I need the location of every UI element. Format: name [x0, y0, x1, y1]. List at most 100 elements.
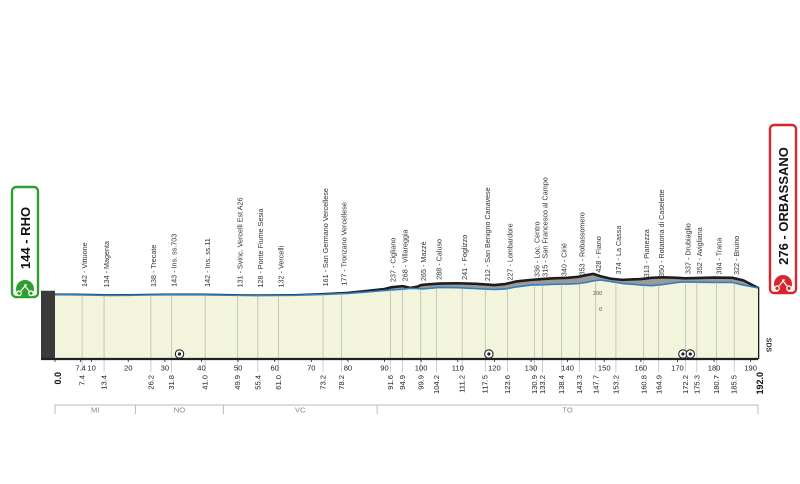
distance-label-group: 138.4 — [557, 375, 566, 394]
distance-label-group: 172.2 — [681, 375, 690, 394]
waypoint-label: 128 - Ponte Fiume Sesia — [256, 208, 265, 287]
start-elevation: 144 — [18, 247, 33, 269]
distance-label-group: 78.2 — [337, 375, 346, 390]
km-tick-label: 180 — [708, 364, 721, 373]
brand-logo: SDS — [765, 338, 772, 353]
finish-name: ORBASSANO — [776, 147, 791, 232]
intermediate-sprints — [174, 349, 696, 359]
elevation-mark-label: 200 — [593, 291, 602, 297]
terrain-fill — [55, 279, 758, 358]
waypoint-label: 142 - Ins. ss.11 — [203, 238, 212, 287]
province-label: VC — [295, 406, 306, 415]
finish-badge-label: 276 - ORBASSANO — [776, 147, 791, 265]
waypoint-label: 336 - Loc. Centro — [532, 221, 541, 277]
distance-label: 41.0 — [201, 375, 210, 390]
distance-label: 130.9 — [530, 375, 539, 394]
distance-label: 143.3 — [575, 375, 584, 394]
distance-label: 133.2 — [538, 375, 547, 394]
start-badge-label: 144 - RHO — [18, 207, 33, 269]
km-tick-label: 50 — [234, 364, 242, 373]
sprint-icon-dot — [688, 352, 692, 356]
distance-label: 138.4 — [557, 375, 566, 394]
distance-label-group: 147.7 — [591, 375, 600, 394]
waypoint-label: 241 - Foglizzo — [460, 235, 469, 280]
distance-label: 117.5 — [481, 375, 490, 393]
waypoint-label-group: 143 - Ins. ss.703 — [169, 234, 178, 287]
waypoint-label-group: 177 - Tronzano Vercellese — [339, 202, 348, 286]
waypoint-label-group: 336 - Loc. Centro — [532, 221, 541, 277]
province-bar: MI NO VC TO — [54, 404, 759, 415]
distance-label: 153.2 — [611, 375, 620, 394]
distance-label: 147.7 — [591, 375, 600, 394]
waypoint-label: 131 - Svinc. Vercelli Est A26 — [236, 197, 245, 287]
route-line — [54, 279, 759, 297]
finish-badge: 276 - ORBASSANO — [768, 123, 798, 295]
start-bike-glyph — [16, 284, 34, 297]
km-tick-label: 100 — [415, 364, 428, 373]
distance-label-group: 73.2 — [319, 375, 328, 390]
waypoint-label: 138 - Trecate — [149, 245, 158, 287]
distance-label: 13.4 — [100, 375, 109, 390]
waypoint-label-group: 288 - Caluso — [435, 239, 444, 280]
waypoint-label: 315 - San Francesco al Campo — [541, 177, 550, 276]
province-label: NO — [174, 406, 185, 415]
distance-label-group: 49.9 — [233, 375, 242, 390]
distance-label: 26.2 — [146, 375, 155, 390]
distance-label: 91.6 — [386, 375, 395, 390]
waypoint-label-group: 128 - Ponte Fiume Sesia — [256, 208, 265, 287]
km-tick-label: 130 — [525, 364, 538, 373]
finish-elevation: 276 — [776, 243, 791, 265]
distance-label: 164.9 — [654, 375, 663, 394]
distance-label: 175.3 — [692, 375, 701, 394]
distance-label-group: 7.4 — [78, 375, 87, 386]
km-tick-label: 90 — [380, 364, 388, 373]
finish-distance-label: 192.0 — [755, 372, 765, 395]
km-tick-label: 30 — [161, 364, 169, 373]
waypoint-label-group: 131 - Svinc. Vercelli Est A26 — [236, 197, 245, 287]
km-tick-label: 170 — [671, 364, 684, 373]
km-tick-label: 150 — [598, 364, 611, 373]
km-tick-label: 160 — [634, 364, 647, 373]
distance-label-group: 123.6 — [503, 375, 512, 394]
waypoint-label: 237 - Cigliano — [388, 238, 397, 282]
distance-label-group: 91.6 — [386, 375, 395, 390]
distance-label-group: 133.2 — [538, 375, 547, 394]
distance-label: 111.2 — [458, 375, 467, 393]
waypoint-label-group: 138 - Trecate — [149, 245, 158, 287]
waypoint-label: 132 - Vercelli — [276, 245, 285, 287]
sprint-icon-dot — [681, 352, 685, 356]
province-label: MI — [91, 406, 99, 415]
distance-labels: 7.4 13.4 26.2 31.8 41.0 49.9 55.4 61.0 73.2 78.2 9… — [78, 375, 739, 394]
waypoint-label: 352 - Avigliana — [695, 227, 704, 274]
km-tick-label: 60 — [270, 364, 278, 373]
distance-label-group: 94.9 — [398, 375, 407, 390]
km-tick-label: 70 — [307, 364, 315, 373]
waypoint-label-group: 268 - Villareggia — [400, 229, 409, 281]
waypoint-label: 353 - Robassomero — [578, 212, 587, 275]
distance-label-group: 160.8 — [639, 375, 648, 394]
sprint-icon-dot — [177, 352, 182, 356]
waypoint-label-group: 337 - Drubiaglio — [684, 223, 693, 274]
km-tick-label: 10 — [87, 364, 95, 373]
waypoint-label: 143 - Ins. ss.703 — [169, 234, 178, 287]
waypoint-label-group: 350 - Rotatoria di Caselette — [657, 189, 666, 277]
waypoint-label: 340 - Cirié — [560, 243, 569, 276]
distance-label-group: 26.2 — [146, 375, 155, 390]
waypoint-label-group: 142 - Ins. ss.11 — [203, 238, 212, 287]
distance-label: 99.9 — [416, 375, 425, 390]
distance-label-group: 55.4 — [253, 375, 262, 390]
km-tick-label: 190 — [744, 364, 757, 373]
distance-label: 160.8 — [639, 375, 648, 394]
distance-label-group: 99.9 — [416, 375, 425, 390]
waypoint-label: 227 - Lombardore — [506, 223, 515, 280]
distance-label-group: 31.8 — [167, 375, 176, 390]
waypoint-label: 161 - San Germano Vercellese — [321, 188, 330, 286]
waypoint-label-group: 132 - Vercelli — [276, 245, 285, 287]
distance-label-group: 41.0 — [201, 375, 210, 390]
waypoint-label-group: 161 - San Germano Vercellese — [321, 188, 330, 286]
km-tick-label: 20 — [124, 364, 132, 373]
distance-label: 180.7 — [712, 375, 721, 394]
distance-label-group: 153.2 — [611, 375, 620, 394]
distance-label-group: 130.9 — [530, 375, 539, 394]
